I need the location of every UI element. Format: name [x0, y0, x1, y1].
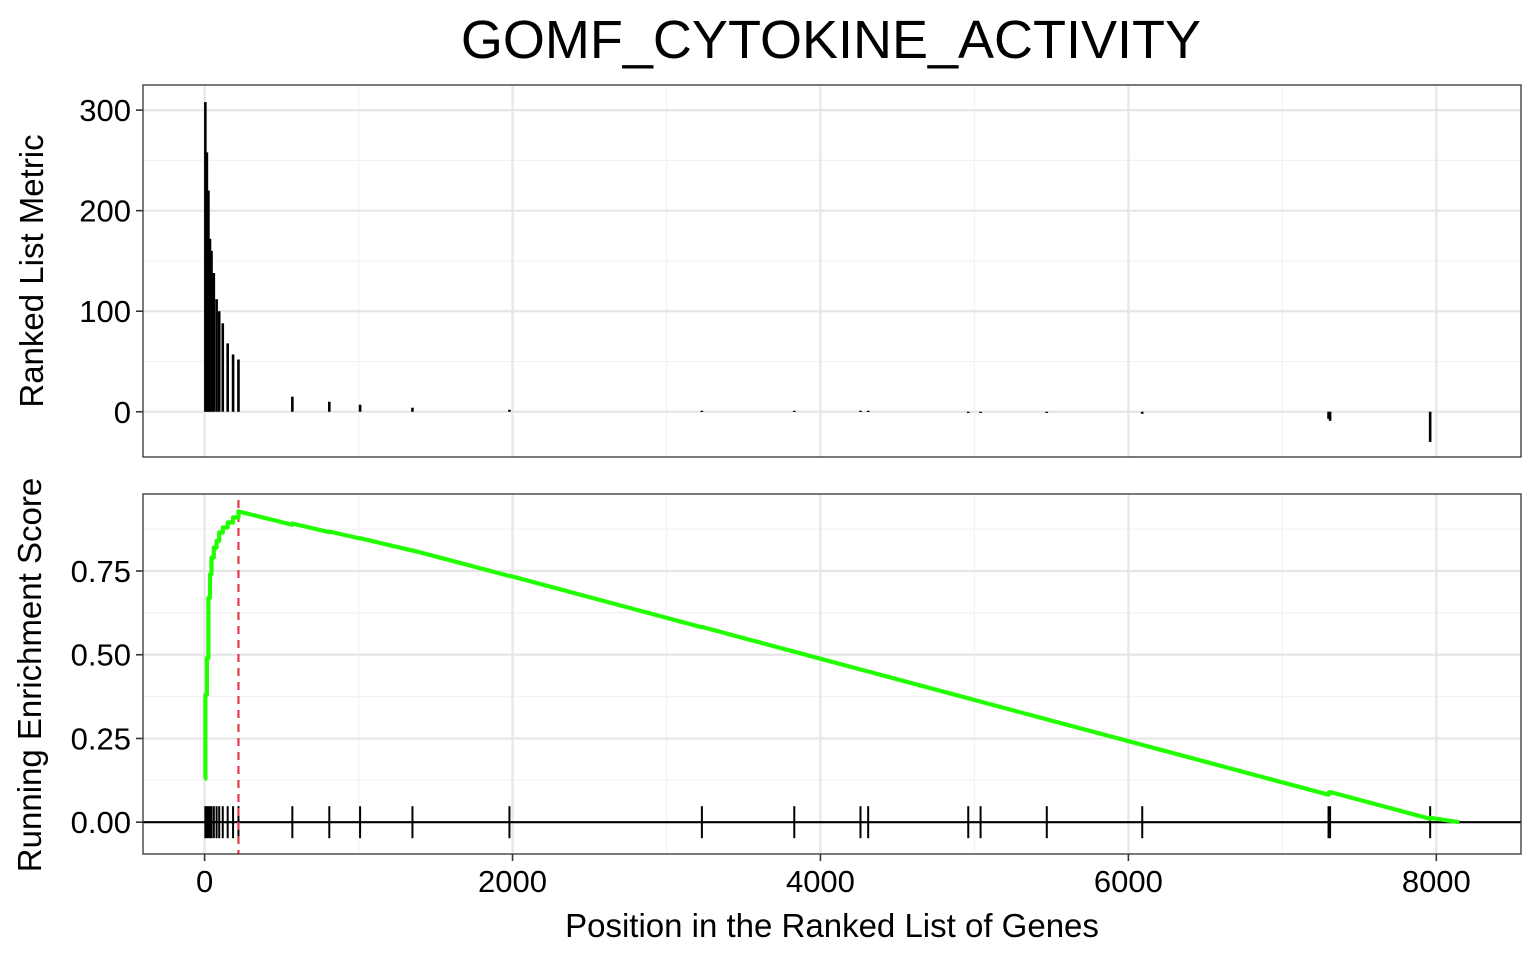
metric-bar [231, 354, 235, 412]
running-es-panel: 0.00 0.25 0.50 0.75 0 2000 4000 6000 8000 Runni… [11, 478, 1522, 944]
metric-bar [210, 250, 213, 412]
ranked-metric-y-label: Ranked List Metric [13, 134, 50, 407]
running-es-frame [142, 493, 1522, 855]
metric-bar [866, 410, 870, 412]
y-tick-label: 0 [114, 395, 131, 430]
y-tick-label: 200 [79, 194, 131, 229]
metric-bar [411, 407, 414, 412]
ranked-metric-grid [143, 85, 1521, 457]
x-tick-label: 6000 [1094, 864, 1163, 899]
metric-bar [217, 311, 221, 412]
metric-bar [205, 152, 209, 412]
chart-title: GOMF_CYTOKINE_ACTIVITY [461, 10, 1201, 70]
y-tick-label: 0.75 [71, 554, 131, 589]
metric-bar [966, 411, 970, 413]
metric-bar [508, 409, 511, 412]
x-axis: 0 2000 4000 6000 8000 [196, 854, 1471, 899]
metric-bar [358, 404, 362, 412]
metric-bar [979, 411, 982, 413]
metric-bar [204, 102, 207, 412]
y-tick-label: 300 [79, 93, 131, 128]
y-tick-label: 100 [79, 294, 131, 329]
ranked-metric-y-axis: 0 100 200 300 [79, 93, 143, 430]
metric-bar [215, 299, 218, 412]
metric-bar [1327, 411, 1330, 419]
running-es-line [203, 509, 1460, 825]
ranked-metric-panel: 0 100 200 300 Ranked List Metric [13, 84, 1522, 458]
metric-bar [221, 323, 225, 412]
y-tick-label: 0.50 [71, 638, 131, 673]
x-tick-label: 4000 [786, 864, 855, 899]
metric-bar [327, 401, 331, 412]
x-tick-label: 2000 [478, 864, 547, 899]
metric-bar [1428, 411, 1432, 442]
x-axis-label: Position in the Ranked List of Genes [565, 907, 1099, 944]
metric-bar [237, 359, 240, 412]
y-tick-label: 0.25 [71, 721, 131, 756]
metric-bar [700, 410, 704, 412]
y-tick-label: 0.00 [71, 805, 131, 840]
ranked-metric-bars [204, 102, 1432, 442]
metric-bar [859, 410, 862, 412]
x-tick-label: 8000 [1402, 864, 1471, 899]
running-es-polyline [203, 509, 1460, 825]
running-es-y-axis: 0.00 0.25 0.50 0.75 [71, 554, 143, 840]
running-es-y-label: Running Enrichment Score [11, 478, 48, 872]
metric-bar [792, 410, 796, 412]
metric-bar [291, 396, 294, 412]
metric-bar [1140, 411, 1144, 414]
metric-bar [208, 238, 212, 412]
metric-bar [212, 273, 216, 412]
ranked-metric-frame [142, 84, 1522, 458]
metric-bar [1328, 411, 1332, 421]
metric-bar [1045, 411, 1049, 413]
x-tick-label: 0 [196, 864, 213, 899]
metric-bar [207, 190, 210, 412]
metric-bar [226, 343, 229, 412]
